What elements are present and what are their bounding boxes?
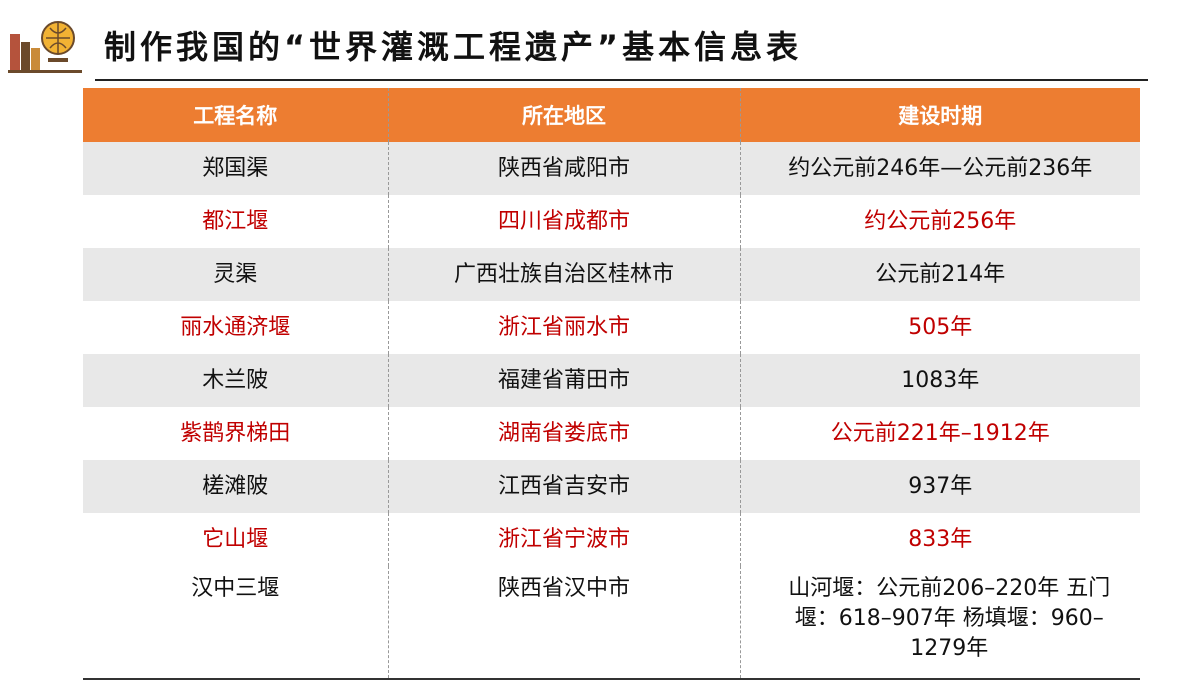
column-header: 所在地区 <box>387 88 740 142</box>
title-rule <box>95 79 1148 81</box>
table-cell: 江西省吉安市 <box>387 460 740 513</box>
table-cell: 木兰陂 <box>83 354 388 407</box>
table-row: 灵渠 广西壮族自治区桂林市 公元前214年 <box>83 248 1140 301</box>
table-row: 它山堰 浙江省宁波市 833年 <box>83 513 1140 566</box>
table-row: 槎滩陂 江西省吉安市 937年 <box>83 460 1140 513</box>
table-cell: 紫鹊界梯田 <box>180 420 291 446</box>
table-row: 都江堰 四川省成都市 约公元前256年 <box>83 195 1140 248</box>
table-cell: 约公元前246年—公元前236年 <box>739 142 1140 195</box>
header-row: 工程名称 所在地区 建设时期 <box>83 88 1140 142</box>
table-cell: 约公元前256年 <box>739 195 1140 248</box>
icon <box>8 21 82 73</box>
table-cell: 丽水通济堰 <box>180 314 291 340</box>
table-cell: 陕西省汉中市 <box>387 566 740 680</box>
table-cell: 陕西省咸阳市 <box>387 142 740 195</box>
column-header: 建设时期 <box>739 88 1140 142</box>
table-cell: 浙江省丽水市 <box>387 301 740 354</box>
table-cell: 山河堰：公元前206–220年 五门堰：618–907年 杨填堰：960–127… <box>739 566 1140 680</box>
table-cell: 汉中三堰 <box>83 566 388 680</box>
table-cell: 槎滩陂 <box>83 460 388 513</box>
table-row: 丽水通济堰 浙江省丽水市 505年 <box>83 301 1140 354</box>
table-cell: 都江堰 <box>202 208 269 234</box>
table-row: 汉中三堰 陕西省汉中市 山河堰：公元前206–220年 五门堰：618–907年 杨… <box>83 566 1140 680</box>
info-table: 工程名称 所在地区 建设时期 郑国渠 陕西省咸阳市 约公元前246年—公元前236年 都江… <box>83 88 1140 680</box>
table-cell: 福建省莆田市 <box>387 354 740 407</box>
table-cell: 浙江省宁波市 <box>387 513 740 566</box>
table-cell: 833年 <box>739 513 1140 566</box>
table-cell: 广西壮族自治区桂林市 <box>387 248 740 301</box>
table-cell: 郑国渠 <box>83 142 388 195</box>
table-cell: 灵渠 <box>83 248 388 301</box>
table-row: 紫鹊界梯田 湖南省娄底市 公元前221年–1912年 <box>83 407 1140 460</box>
table-cell: 505年 <box>739 301 1140 354</box>
table-cell: 它山堰 <box>202 526 269 552</box>
table-cell: 公元前221年–1912年 <box>739 407 1140 460</box>
table-cell: 湖南省娄底市 <box>387 407 740 460</box>
column-header: 工程名称 <box>83 88 388 142</box>
table-cell: 公元前214年 <box>739 248 1140 301</box>
table-row: 木兰陂 福建省莆田市 1083年 <box>83 354 1140 407</box>
table-cell: 1083年 <box>739 354 1140 407</box>
title: 制作我国的“世界灌溉工程遗产”基本信息表 <box>104 28 803 66</box>
table-cell: 937年 <box>739 460 1140 513</box>
table-cell: 四川省成都市 <box>387 195 740 248</box>
table-row: 郑国渠 陕西省咸阳市 约公元前246年—公元前236年 <box>83 142 1140 195</box>
